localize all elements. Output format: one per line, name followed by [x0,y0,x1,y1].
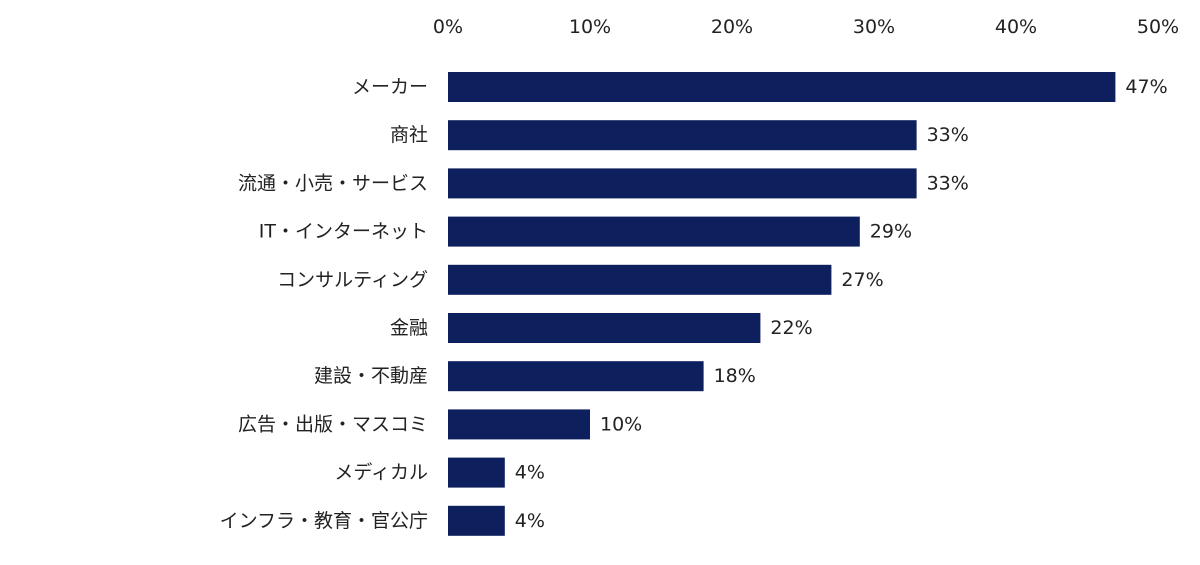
value-label: 47% [1125,76,1167,98]
value-label: 4% [515,510,545,532]
category-label: 流通・小売・サービス [238,172,428,194]
value-label: 27% [841,269,883,291]
value-label: 18% [714,365,756,387]
category-label: 建設・不動産 [314,365,428,387]
value-label: 29% [870,221,912,243]
bar [448,313,761,343]
x-tick-label: 30% [853,16,895,38]
value-label: 22% [770,317,812,339]
category-label: 金融 [390,317,428,339]
x-tick-label: 20% [711,16,753,38]
category-label: メディカル [334,462,428,484]
x-tick-label: 10% [569,16,611,38]
x-tick-label: 0% [433,16,463,38]
value-label: 33% [927,172,969,194]
x-tick-label: 40% [995,16,1037,38]
bar [448,120,917,151]
bars [448,72,1116,536]
category-label: 広告・出版・マスコミ [238,413,428,435]
category-label: コンサルティング [277,269,428,291]
category-label: インフラ・教育・官公庁 [220,510,428,532]
x-tick-label: 50% [1137,16,1179,38]
category-label: 商社 [390,124,428,146]
bar [448,361,704,392]
category-label: IT・インターネット [259,221,428,243]
bar [448,72,1116,102]
value-labels: 47% 33% 33% 29% 27% 22% 18% 10% 4% 4% [515,76,1168,532]
bar [448,409,590,440]
bar [448,168,917,199]
value-label: 33% [927,124,969,146]
bar [448,264,832,295]
category-label: メーカー [352,76,428,98]
value-label: 10% [600,413,642,435]
bar [448,457,505,488]
value-label: 4% [515,462,545,484]
bar [448,216,860,247]
x-axis-ticks: 0% 10% 20% 30% 40% 50% [433,16,1179,38]
bar [448,505,505,536]
